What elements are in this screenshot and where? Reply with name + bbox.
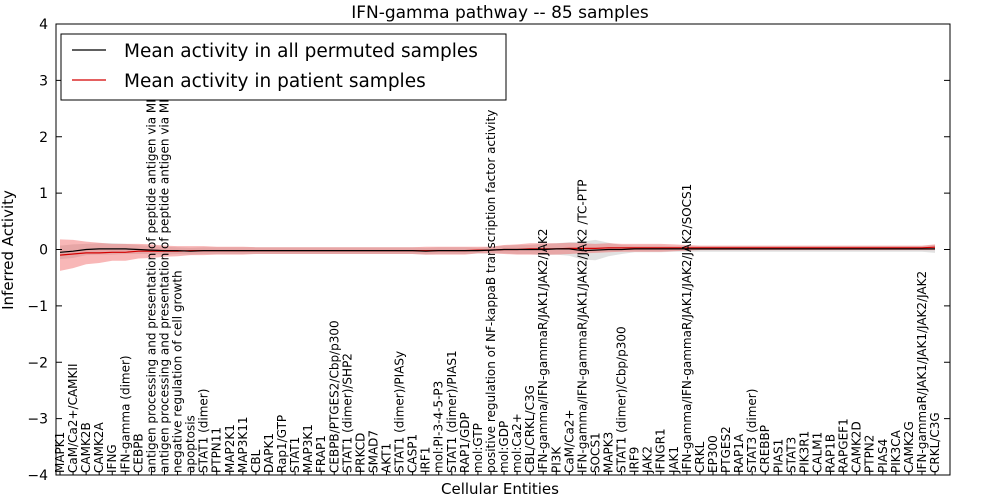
x-tick-label: FRAP1	[314, 435, 328, 473]
x-tick-label: MAPK1	[53, 432, 67, 473]
x-tick-label: mol:PI-3-4-5-P3	[432, 381, 446, 473]
x-tick-label: PTPN11	[210, 427, 224, 473]
y-tick-label: 2	[39, 130, 48, 146]
y-axis: −4 −3 −2 −1 0 1 2 3 4	[27, 17, 950, 484]
y-tick-label: −2	[27, 355, 48, 371]
x-tick-label: IRF1	[419, 447, 433, 473]
x-tick-label: EP300	[706, 435, 720, 473]
y-tick-label: 0	[39, 243, 48, 259]
x-tick-label: RAP1/GDP	[458, 412, 472, 473]
y-tick-label: −4	[27, 468, 48, 484]
x-tick-label: PRKCD	[353, 433, 367, 473]
x-tick-label: STAT3 (dimer)	[745, 389, 759, 473]
x-tick-label: PIAS4	[876, 439, 890, 473]
x-tick-label: IFN-gamma (dimer)	[118, 355, 132, 473]
x-tick-label: CaM/Ca2+/CAMKII	[66, 364, 80, 473]
y-tick-label: −3	[27, 412, 48, 428]
x-tick-label: IFNG	[105, 444, 119, 473]
x-tick-label: negative regulation of cell growth	[171, 270, 185, 473]
x-tick-label: CEBPB	[131, 433, 145, 473]
x-tick-label: mol:GTP	[471, 423, 485, 473]
x-tick-label: IFN-gammaR/JAK1/JAK1/JAK2/JAK2	[915, 271, 929, 473]
x-tick-label: positive regulation of NF-kappaB transcr…	[484, 110, 498, 473]
x-tick-label: STAT1 (dimer)/Cbp/p300	[615, 326, 629, 473]
x-axis-label: Cellular Entities	[441, 480, 559, 498]
x-tick-label: CaM/Ca2+	[562, 409, 576, 473]
legend: Mean activity in all permuted samples Me…	[60, 33, 507, 101]
x-tick-label: IFN-gamma/IFN-gammaR/JAK1/JAK2/JAK2/SOCS…	[680, 184, 694, 473]
x-tick-label: CASP1	[406, 434, 420, 473]
x-tick-label: CAMK2D	[850, 421, 864, 473]
x-tick-label: CAMK2G	[902, 421, 916, 473]
x-tick-label: RAP1A	[732, 433, 746, 473]
x-tick-label: antigen processing and presentation of p…	[144, 44, 158, 473]
x-tick-label: MAPK3	[602, 432, 616, 473]
legend-label-permuted: Mean activity in all permuted samples	[124, 41, 478, 62]
x-tick-label: STAT3	[784, 437, 798, 473]
x-tick-label: MAP2K1	[223, 424, 237, 473]
x-tick-label: PIK3R1	[797, 431, 811, 473]
x-tick-label: STAT1 (dimer)/SHP2	[340, 353, 354, 473]
x-tick-label: PIK3CA	[889, 429, 903, 473]
x-tick-label: JAK1	[667, 446, 681, 474]
x-tick-label: mol:Ca2+	[510, 413, 524, 473]
x-tick-label: PI3K	[549, 446, 563, 473]
x-tick-label: PIAS1	[771, 439, 785, 473]
x-tick-label: IFN-gamma/IFN-gammaR/JAK1/JAK2/JAK2	[536, 228, 550, 473]
x-tick-label: RAP1B	[824, 434, 838, 473]
x-tick-label: CALM1	[811, 432, 825, 473]
x-tick-label: RAPGEF1	[837, 418, 851, 473]
legend-box	[60, 33, 507, 101]
x-tick-label: CRKL	[693, 441, 707, 473]
x-tick-label: CAMK2B	[79, 422, 93, 473]
x-tick-label: STAT1 (dimer)	[197, 389, 211, 473]
plot-frame	[55, 23, 951, 476]
x-tick-labels: MAPK1 CaM/Ca2+/CAMKII CAMK2B CAMK2A IFNG IFN-…	[53, 41, 942, 475]
y-tick-label: 1	[39, 186, 48, 202]
x-tick-label: STAT1	[288, 437, 302, 473]
x-tick-label: antigen processing and presentation of p…	[158, 41, 172, 473]
x-tick-label: SMAD7	[366, 430, 380, 473]
x-tick-label: Rap1/GTP	[275, 415, 289, 473]
x-tick-label: CBL	[249, 449, 263, 473]
x-tick-label: PTGES2	[719, 426, 733, 473]
x-tick-label: STAT1 (dimer)/PIASy	[393, 351, 407, 473]
x-tick-label: mol:GDP	[497, 421, 511, 473]
x-tick-label: CREBBP	[758, 425, 772, 473]
x-tick-label: JAK2	[641, 446, 655, 474]
y-axis-label: Inferred Activity	[0, 190, 17, 310]
x-tick-label: CEBPB/PTGES2/Cbp/p300	[327, 320, 341, 473]
y-tick-label: 3	[39, 73, 48, 89]
x-tick-label: DAPK1	[262, 433, 276, 473]
x-tick-label: MAP3K11	[236, 416, 250, 473]
x-tick-label: apoptosis	[184, 415, 198, 473]
x-tick-label: IFN-gamma/IFN-gammaR/JAK1/JAK2/JAK2 /TC-…	[575, 179, 589, 473]
x-tick-label: CAMK2A	[92, 422, 106, 473]
x-tick-label: AKT1	[380, 443, 394, 473]
x-tick-label: IRF9	[628, 447, 642, 473]
y-tick-label: 4	[39, 17, 48, 33]
line-series-0	[59, 248, 935, 253]
x-tick-label: STAT1 (dimer)/PIAS1	[445, 350, 459, 473]
x-tick-label: CRKL/C3G	[928, 412, 942, 473]
series-lines	[59, 246, 936, 256]
chart-title: IFN-gamma pathway -- 85 samples	[351, 3, 649, 23]
x-tick-label: IFNGR1	[654, 428, 668, 473]
y-tick-label: −1	[27, 299, 48, 315]
x-tick-label: PTPN2	[863, 435, 877, 473]
x-tick-label: CBL/CRKL/C3G	[523, 385, 537, 473]
x-tick-label: SOCS1	[588, 432, 602, 473]
x-tick-label: MAP3K1	[301, 424, 315, 473]
legend-label-patient: Mean activity in patient samples	[124, 71, 426, 92]
